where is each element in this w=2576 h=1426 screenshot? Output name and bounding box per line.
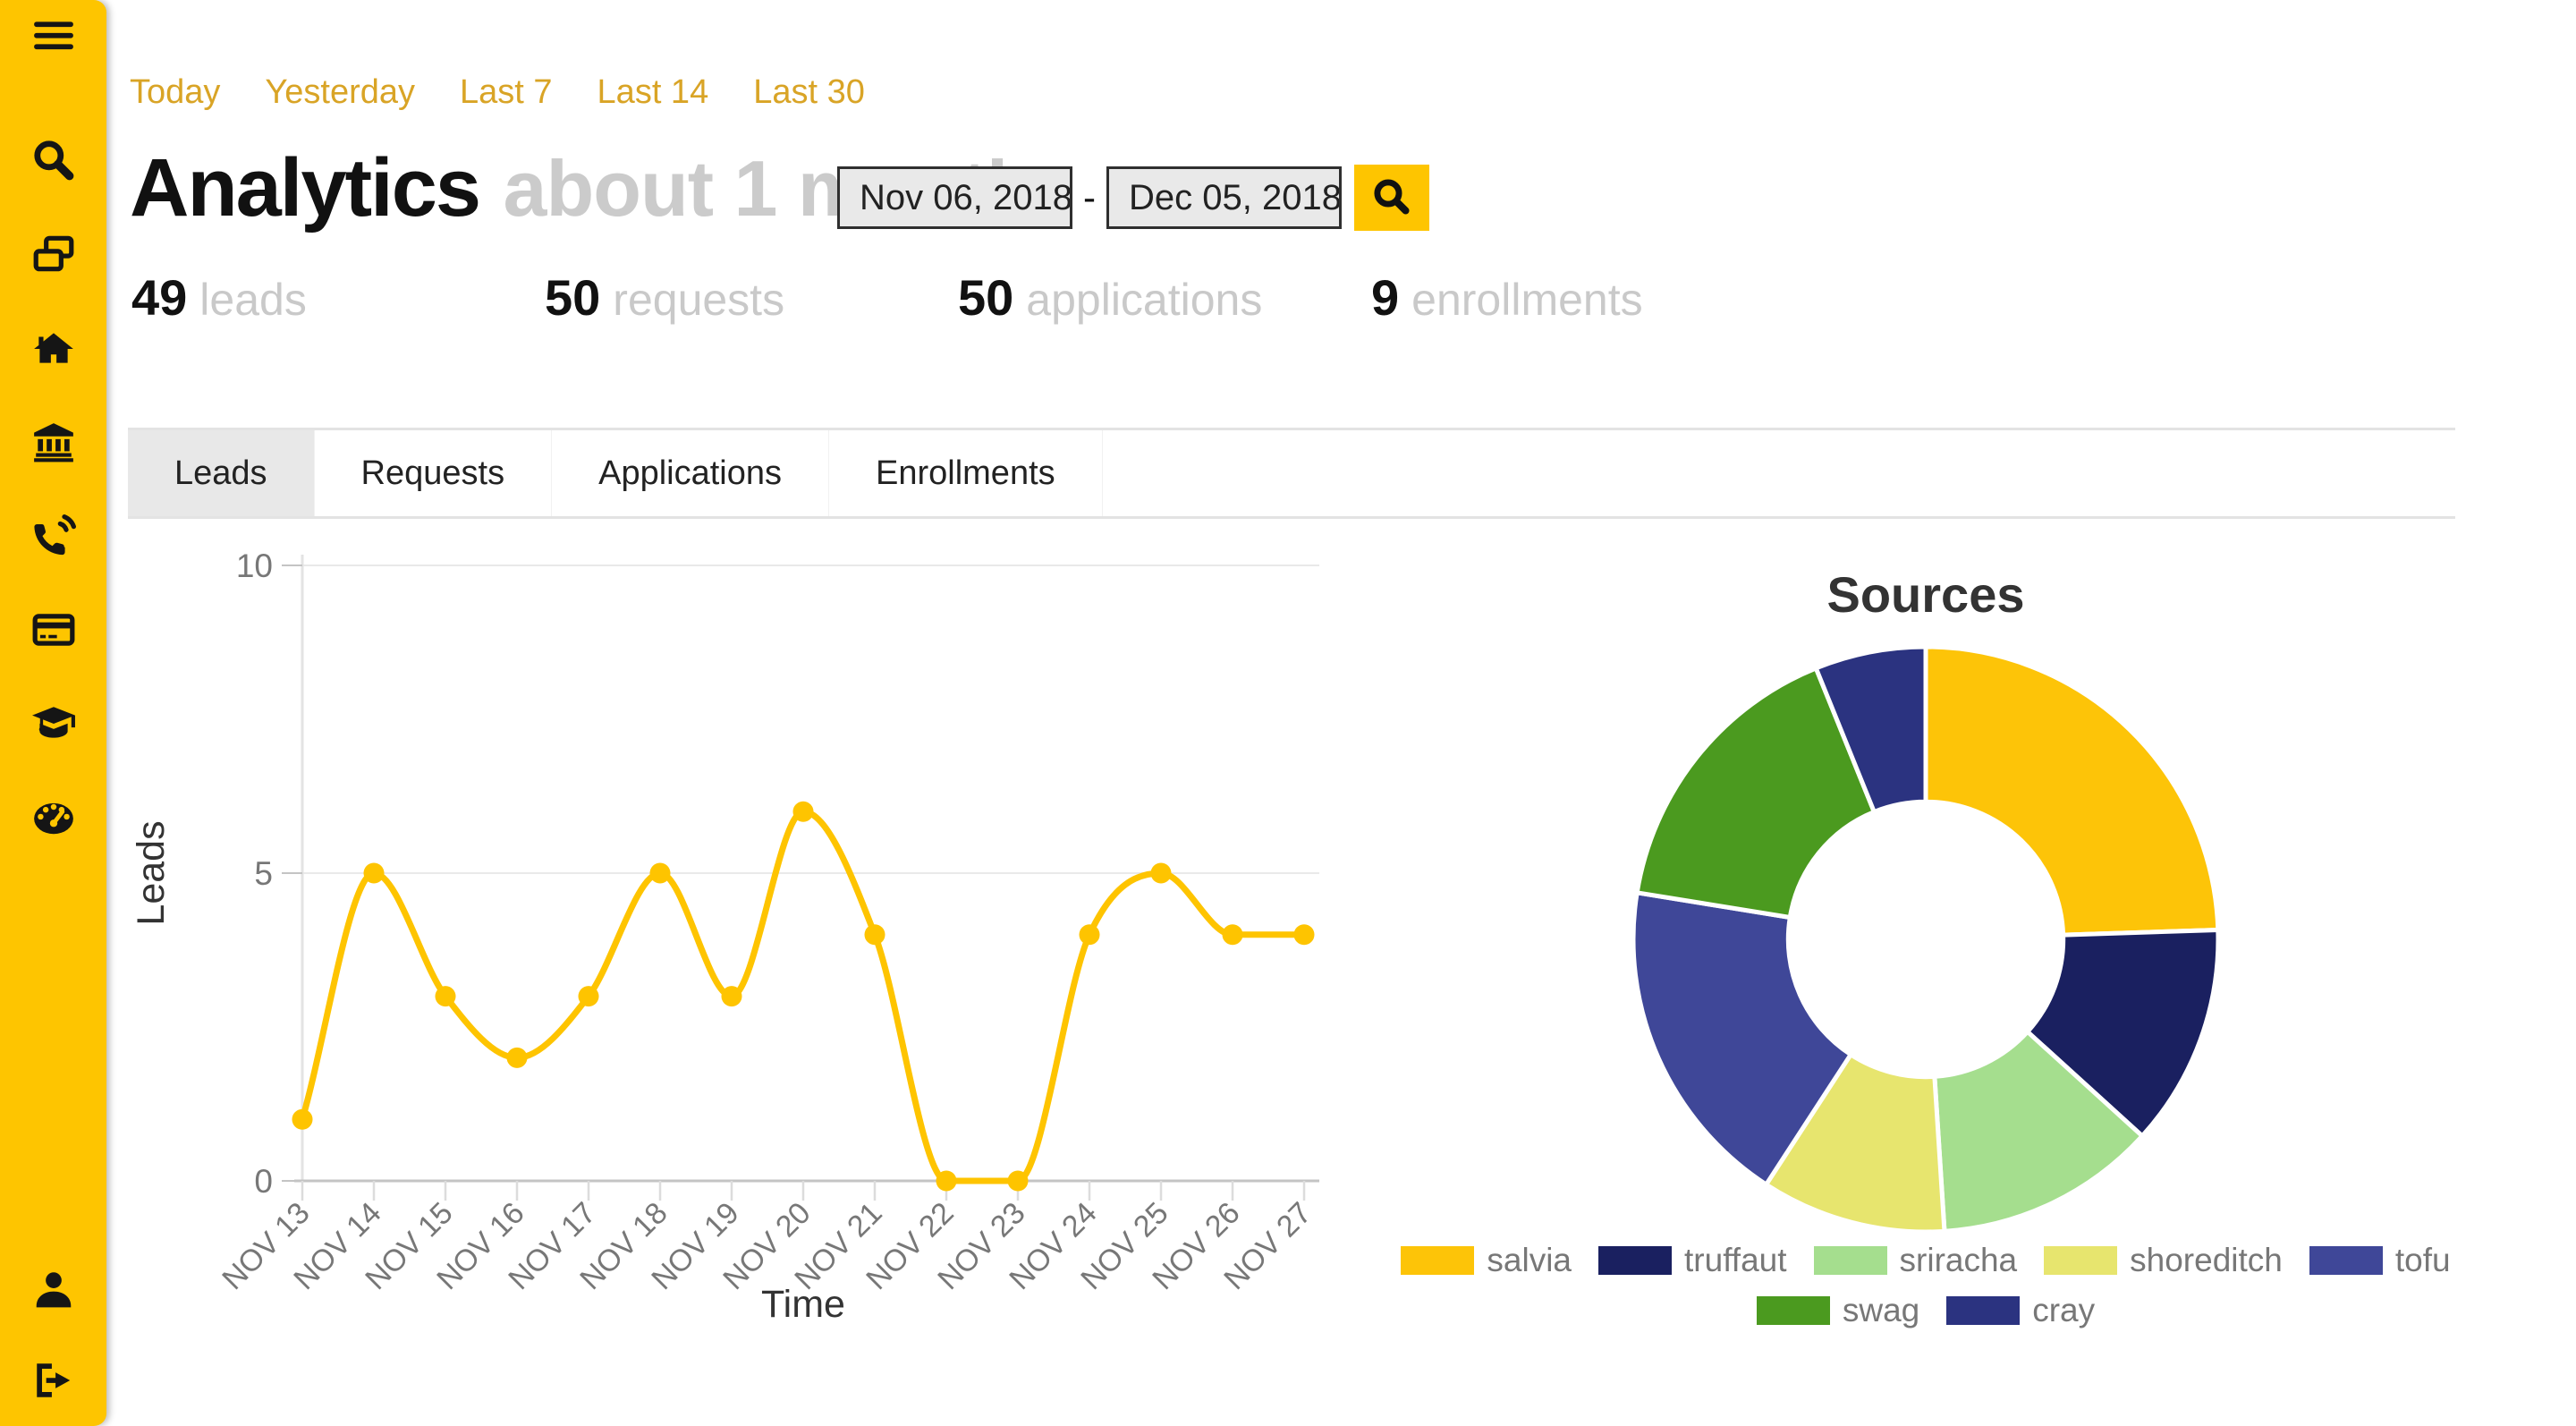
legend-label: salvia — [1487, 1242, 1572, 1278]
quick-range-nav: Today Yesterday Last 7 Last 14 Last 30 — [130, 73, 865, 112]
svg-text:10: 10 — [236, 547, 273, 584]
legend-swatch — [2309, 1246, 2383, 1275]
home-icon — [31, 326, 76, 370]
date-from-input[interactable] — [837, 166, 1072, 229]
tab-leads[interactable]: Leads — [128, 430, 315, 516]
credit-card-icon — [31, 607, 76, 652]
legend-label: tofu — [2394, 1242, 2451, 1278]
stats-row: 49 leads 50 requests 50 applications 9 enrol… — [131, 268, 1784, 327]
bank-icon — [31, 420, 76, 464]
tab-enrollments[interactable]: Enrollments — [829, 430, 1103, 516]
date-separator: - — [1083, 176, 1096, 218]
legend-label: sriracha — [1899, 1242, 2018, 1278]
svg-text:5: 5 — [254, 855, 273, 892]
stat-label: requests — [613, 275, 785, 325]
legend-item-salvia[interactable]: salvia — [1401, 1242, 1572, 1279]
legend-item-swag[interactable]: swag — [1756, 1292, 1920, 1329]
leads-line-chart: 0 5 10 NOV 13 NOV 14 NOV 15 NOV 16 NOV 17 NOV 18… — [128, 537, 1398, 1360]
user-icon — [31, 1267, 76, 1311]
legend-swatch — [1813, 1246, 1887, 1275]
stat-value: 50 — [545, 269, 601, 326]
stat-value: 50 — [958, 269, 1014, 326]
stat-applications: 50 applications — [958, 268, 1371, 327]
tab-applications[interactable]: Applications — [552, 430, 829, 516]
range-last-14[interactable]: Last 14 — [597, 73, 709, 111]
stat-requests: 50 requests — [545, 268, 958, 327]
donut-legend: salvia truffaut sriracha shoreditch tofu… — [1394, 1242, 2458, 1329]
range-last-30[interactable]: Last 30 — [753, 73, 865, 111]
legend-item-sriracha[interactable]: sriracha — [1813, 1242, 2018, 1279]
legend-item-cray[interactable]: cray — [1946, 1292, 2095, 1329]
sidebar-item-billing[interactable] — [30, 606, 78, 654]
sidebar-item-search[interactable] — [30, 136, 78, 184]
sidebar-item-account[interactable] — [30, 1265, 78, 1313]
donut-svg — [1631, 644, 2221, 1235]
stat-value: 9 — [1371, 269, 1400, 326]
legend-swatch — [1756, 1296, 1830, 1325]
date-to-input[interactable] — [1106, 166, 1342, 229]
svg-text:0: 0 — [254, 1163, 273, 1200]
menu-button[interactable] — [30, 13, 78, 61]
apply-dates-button[interactable] — [1354, 165, 1429, 231]
stat-value: 49 — [131, 269, 188, 326]
pages-icon — [31, 232, 76, 276]
sidebar-item-home[interactable] — [30, 324, 78, 372]
chart-tabs: Leads Requests Applications Enrollments — [128, 428, 2455, 519]
sidebar — [0, 0, 106, 1426]
stat-leads: 49 leads — [131, 268, 545, 327]
search-icon — [31, 138, 76, 182]
svg-text:Leads: Leads — [130, 820, 173, 925]
legend-label: cray — [2032, 1292, 2096, 1328]
stat-label: applications — [1026, 275, 1263, 325]
sidebar-nav — [30, 136, 78, 842]
legend-item-shoreditch[interactable]: shoreditch — [2044, 1242, 2283, 1279]
legend-label: shoreditch — [2130, 1242, 2283, 1278]
tab-requests[interactable]: Requests — [315, 430, 553, 516]
sidebar-item-dashboard[interactable] — [30, 794, 78, 842]
legend-swatch — [2044, 1246, 2118, 1275]
svg-text:Time: Time — [761, 1283, 845, 1326]
legend-item-truffaut[interactable]: truffaut — [1598, 1242, 1787, 1279]
legend-label: swag — [1842, 1292, 1920, 1328]
legend-swatch — [1401, 1246, 1475, 1275]
donut-title: Sources — [1826, 566, 2025, 623]
stat-label: leads — [199, 275, 307, 325]
sidebar-item-logout[interactable] — [30, 1356, 78, 1405]
speedometer-icon — [31, 795, 76, 840]
sidebar-bottom — [30, 1265, 78, 1405]
range-yesterday[interactable]: Yesterday — [265, 73, 416, 111]
sign-out-icon — [31, 1358, 76, 1403]
page-title: Analytics — [130, 142, 481, 233]
legend-swatch — [1946, 1296, 2021, 1325]
stat-label: enrollments — [1411, 275, 1643, 325]
stat-enrollments: 9 enrollments — [1371, 268, 1784, 327]
sidebar-item-calls[interactable] — [30, 512, 78, 560]
legend-item-tofu[interactable]: tofu — [2309, 1242, 2451, 1279]
legend-label: truffaut — [1684, 1242, 1787, 1278]
hamburger-icon — [31, 14, 76, 59]
search-icon — [1371, 176, 1412, 220]
legend-swatch — [1598, 1246, 1673, 1275]
sidebar-item-pages[interactable] — [30, 230, 78, 278]
date-range-picker: - — [837, 165, 1429, 231]
sidebar-item-institution[interactable] — [30, 418, 78, 466]
sidebar-item-education[interactable] — [30, 700, 78, 748]
phone-volume-icon — [31, 514, 76, 558]
sources-donut-chart: Sources salvia truffaut sriracha shoredi… — [1394, 564, 2458, 1329]
range-last-7[interactable]: Last 7 — [460, 73, 553, 111]
graduation-cap-icon — [31, 701, 76, 746]
range-today[interactable]: Today — [130, 73, 221, 111]
